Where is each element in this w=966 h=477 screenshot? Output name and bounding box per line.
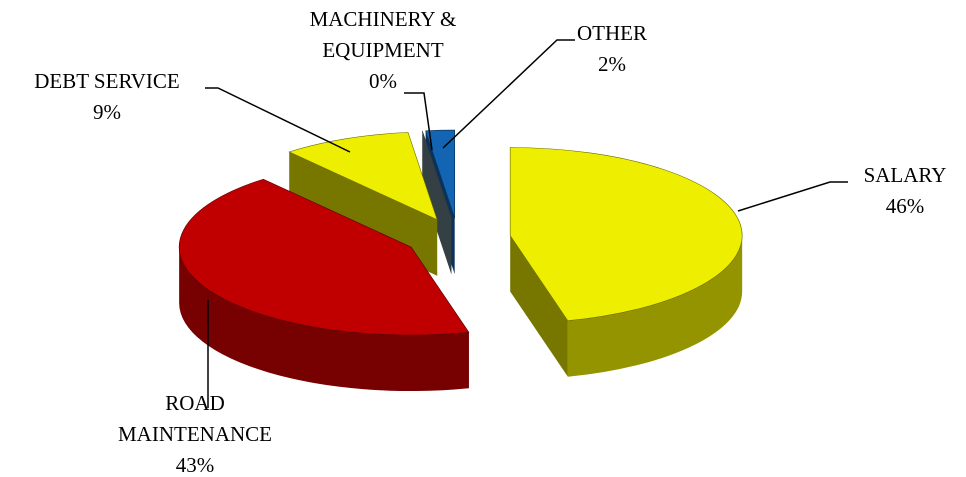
value-label: 46% <box>885 194 925 218</box>
value-label: 0% <box>369 69 397 93</box>
slice-side <box>510 235 568 377</box>
leader-line <box>442 39 575 149</box>
category-label: OTHER <box>577 21 647 45</box>
value-label: 43% <box>175 453 215 477</box>
leader-line <box>737 181 848 212</box>
category-label: SALARY <box>863 163 947 187</box>
category-label: DEBT SERVICE <box>34 69 180 93</box>
value-label: 2% <box>598 52 626 76</box>
leader-line <box>404 92 433 151</box>
label: SALARY 46% <box>864 160 947 222</box>
category-label: MACHINERY & EQUIPMENT <box>309 7 457 62</box>
slice-wall <box>179 247 469 392</box>
label: DEBT SERVICE 9% <box>34 66 180 128</box>
label: ROAD MAINTENANCE 43% <box>105 388 285 477</box>
leader-line <box>205 87 351 153</box>
pie-slice <box>509 147 743 322</box>
category-label: ROAD MAINTENANCE <box>118 391 272 446</box>
value-label: 9% <box>93 100 121 124</box>
pie-slice <box>422 130 452 219</box>
label: OTHER 2% <box>577 18 647 80</box>
pie-slice <box>178 178 470 336</box>
label: MACHINERY & EQUIPMENT 0% <box>293 4 473 97</box>
pie <box>178 129 743 392</box>
slice-wall <box>567 235 743 377</box>
pie-slice <box>425 129 455 219</box>
slice-side <box>422 130 452 275</box>
pie-slice <box>288 132 438 221</box>
